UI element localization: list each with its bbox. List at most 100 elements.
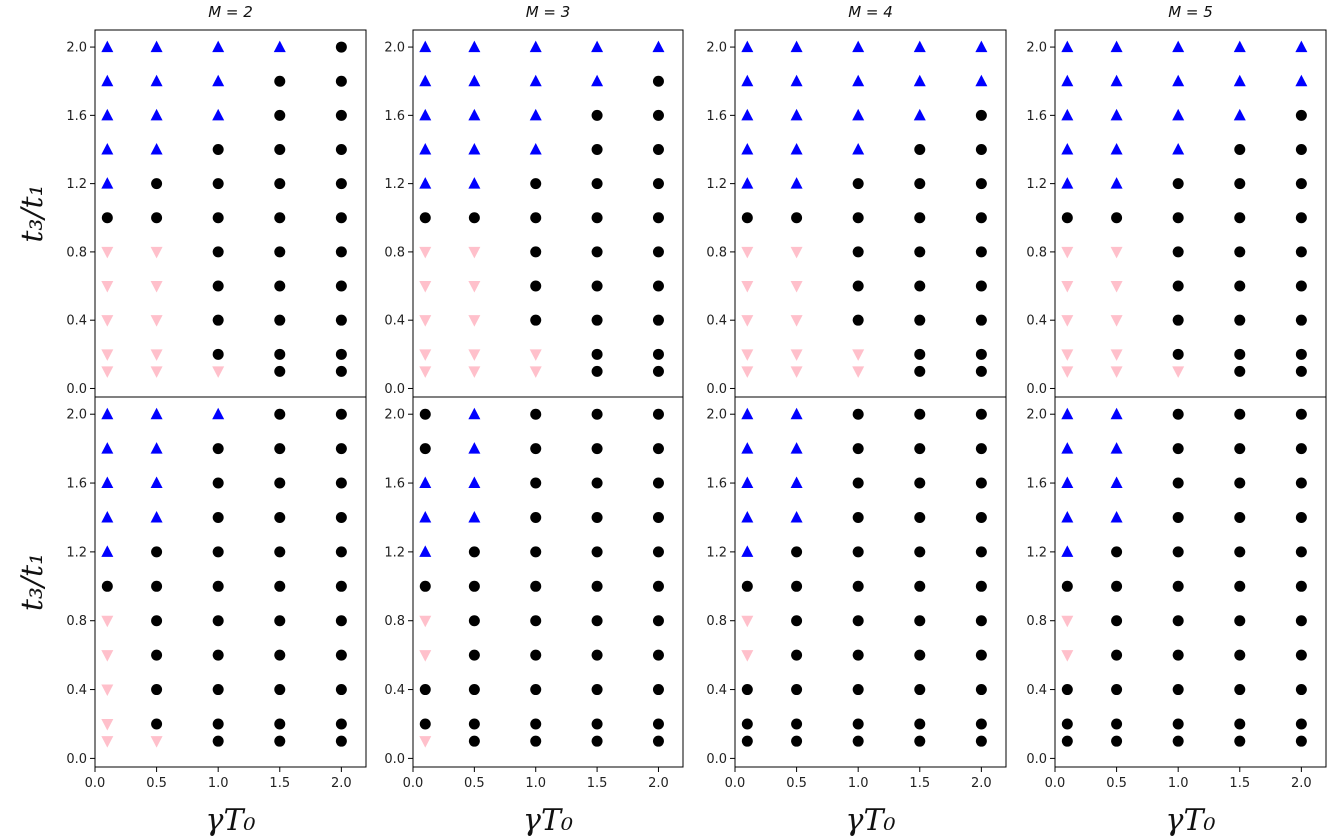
- circle-point: [975, 684, 987, 696]
- circle-point: [1295, 649, 1307, 661]
- triangle-down-point: [101, 315, 114, 327]
- circle-point: [1172, 280, 1184, 292]
- triangle-up-point: [1110, 442, 1123, 454]
- circle-point: [852, 580, 864, 592]
- circle-point: [212, 280, 224, 292]
- circle-point: [1234, 546, 1246, 558]
- circle-point: [274, 649, 286, 661]
- circle-point: [419, 684, 431, 696]
- triangle-up-point: [1172, 74, 1185, 87]
- triangle-up-point: [1110, 142, 1123, 155]
- triangle-down-point: [101, 349, 114, 361]
- circle-point: [652, 477, 664, 489]
- circle-point: [652, 718, 664, 730]
- triangle-down-point: [101, 650, 114, 662]
- triangle-down-point: [852, 349, 865, 361]
- triangle-down-point: [790, 281, 803, 293]
- circle-point: [852, 408, 864, 420]
- triangle-up-point: [419, 108, 432, 121]
- circle-point: [530, 718, 542, 730]
- circle-point: [975, 246, 987, 258]
- circle-point: [1172, 546, 1184, 558]
- circle-point: [914, 546, 926, 558]
- y-tick-label: 0.4: [384, 314, 405, 329]
- circle-point: [1172, 178, 1184, 190]
- circle-point: [468, 546, 480, 558]
- triangle-up-point: [591, 74, 604, 87]
- circle-point: [1172, 511, 1184, 523]
- x-tick-label: 0.5: [786, 776, 807, 791]
- y-tick-label: 2.0: [706, 408, 727, 423]
- circle-point: [652, 408, 664, 420]
- circle-point: [335, 546, 347, 558]
- circle-point: [1234, 178, 1246, 190]
- circle-point: [1295, 178, 1307, 190]
- circle-point: [151, 580, 163, 592]
- triangle-up-point: [741, 545, 754, 557]
- circle-point: [335, 615, 347, 627]
- triangle-up-point: [419, 476, 432, 489]
- y-tick-label: 2.0: [1026, 408, 1047, 423]
- circle-point: [852, 178, 864, 190]
- triangle-down-point: [101, 736, 114, 748]
- circle-point: [1061, 580, 1073, 592]
- circle-point: [419, 443, 431, 455]
- circle-point: [975, 443, 987, 455]
- circle-point: [975, 212, 987, 224]
- circle-point: [1111, 718, 1123, 730]
- circle-point: [914, 443, 926, 455]
- circle-point: [914, 735, 926, 747]
- x-tick-label: 2.0: [1291, 776, 1312, 791]
- circle-point: [741, 580, 753, 592]
- x-axis-label: γT₀: [206, 803, 256, 838]
- circle-point: [591, 615, 603, 627]
- y-tick-label: 1.6: [66, 477, 87, 492]
- triangle-down-point: [419, 315, 432, 327]
- triangle-down-point: [790, 366, 803, 378]
- circle-point: [1295, 477, 1307, 489]
- circle-point: [274, 580, 286, 592]
- triangle-down-point: [741, 650, 754, 662]
- circle-point: [1295, 348, 1307, 360]
- circle-point: [335, 75, 347, 87]
- y-tick-label: 0.8: [706, 614, 727, 629]
- panel-r1-c2: 0.0 0.4 0.8 1.2 1.6 2.0 0.0 0.5 1.0 1.5 2.0: [706, 396, 1007, 791]
- circle-point: [852, 212, 864, 224]
- circle-point: [914, 649, 926, 661]
- circle-point: [1234, 212, 1246, 224]
- triangle-up-point: [529, 74, 542, 87]
- panel-frame: [734, 29, 1007, 398]
- circle-point: [1172, 246, 1184, 258]
- circle-point: [212, 348, 224, 360]
- triangle-down-point: [419, 650, 432, 662]
- circle-point: [975, 348, 987, 360]
- circle-point: [791, 649, 803, 661]
- circle-point: [652, 109, 664, 121]
- triangle-down-point: [529, 366, 542, 378]
- x-tick-label: 1.0: [848, 776, 869, 791]
- y-tick-label: 1.6: [384, 109, 405, 124]
- x-tick-label: 1.5: [587, 776, 608, 791]
- circle-point: [975, 109, 987, 121]
- circle-point: [1295, 365, 1307, 377]
- circle-point: [852, 615, 864, 627]
- circle-point: [914, 178, 926, 190]
- x-tick-label: 0.0: [85, 776, 106, 791]
- y-tick-label: 0.4: [66, 683, 87, 698]
- panel-r1-c0: 0.0 0.4 0.8 1.2 1.6 2.0 0.0 0.5 1.0 1.5 2.0: [66, 396, 367, 791]
- triangle-down-point: [419, 615, 432, 628]
- circle-point: [591, 348, 603, 360]
- triangle-up-point: [468, 40, 481, 53]
- circle-point: [274, 143, 286, 155]
- circle-point: [1172, 580, 1184, 592]
- triangle-down-point: [101, 718, 114, 731]
- circle-point: [530, 246, 542, 258]
- x-tick-label: 1.0: [208, 776, 229, 791]
- x-tick-label: 1.5: [909, 776, 930, 791]
- circle-point: [335, 143, 347, 155]
- circle-point: [791, 615, 803, 627]
- x-tick-label: 2.0: [971, 776, 992, 791]
- circle-point: [274, 477, 286, 489]
- y-tick-label: 0.0: [66, 382, 87, 397]
- triangle-down-point: [150, 366, 163, 378]
